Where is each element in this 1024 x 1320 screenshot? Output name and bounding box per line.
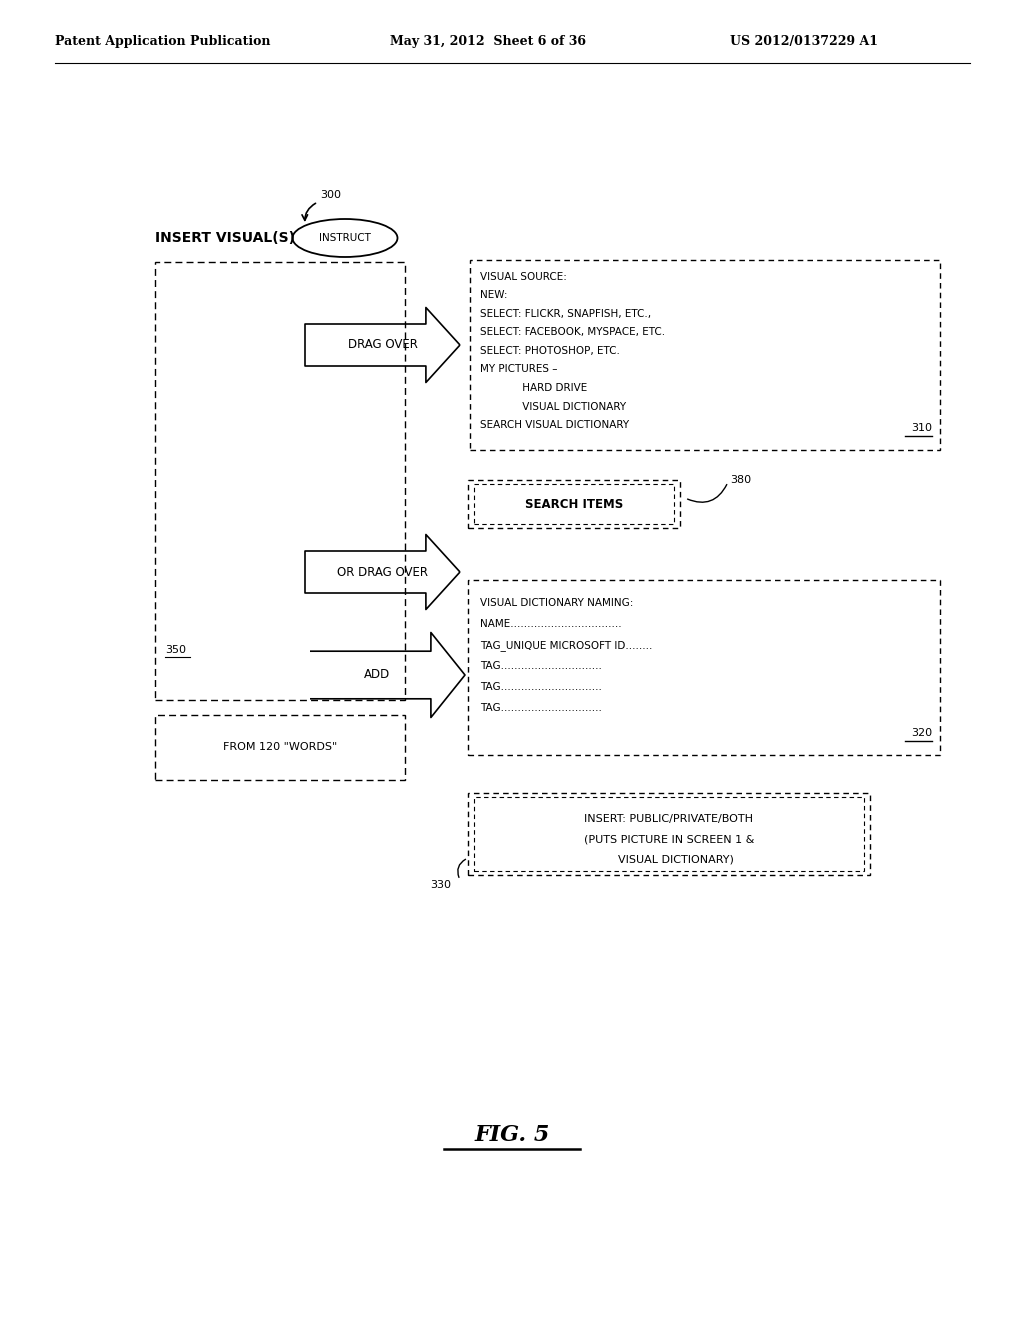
Text: 380: 380 bbox=[730, 475, 752, 484]
Text: SELECT: FLICKR, SNAPFISH, ETC.,: SELECT: FLICKR, SNAPFISH, ETC., bbox=[480, 309, 651, 319]
Text: SELECT: PHOTOSHOP, ETC.: SELECT: PHOTOSHOP, ETC. bbox=[480, 346, 620, 356]
Text: VISUAL DICTIONARY): VISUAL DICTIONARY) bbox=[604, 854, 734, 865]
Text: SEARCH VISUAL DICTIONARY: SEARCH VISUAL DICTIONARY bbox=[480, 420, 629, 430]
Text: (PUTS PICTURE IN SCREEN 1 &: (PUTS PICTURE IN SCREEN 1 & bbox=[584, 834, 755, 843]
Text: 300: 300 bbox=[319, 190, 341, 201]
Text: VISUAL DICTIONARY NAMING:: VISUAL DICTIONARY NAMING: bbox=[480, 598, 634, 609]
Text: MY PICTURES –: MY PICTURES – bbox=[480, 364, 557, 375]
Text: TAG..............................: TAG.............................. bbox=[480, 682, 602, 692]
Text: TAG..............................: TAG.............................. bbox=[480, 704, 602, 713]
Text: May 31, 2012  Sheet 6 of 36: May 31, 2012 Sheet 6 of 36 bbox=[390, 36, 586, 49]
Text: VISUAL SOURCE:: VISUAL SOURCE: bbox=[480, 272, 567, 282]
Text: ADD: ADD bbox=[365, 668, 390, 681]
Text: OR DRAG OVER: OR DRAG OVER bbox=[337, 565, 428, 578]
Text: Patent Application Publication: Patent Application Publication bbox=[55, 36, 270, 49]
Text: SELECT: FACEBOOK, MYSPACE, ETC.: SELECT: FACEBOOK, MYSPACE, ETC. bbox=[480, 327, 666, 338]
Text: TAG_UNIQUE MICROSOFT ID........: TAG_UNIQUE MICROSOFT ID........ bbox=[480, 640, 652, 651]
Text: NEW:: NEW: bbox=[480, 290, 508, 301]
Text: TAG..............................: TAG.............................. bbox=[480, 661, 602, 671]
Text: 350: 350 bbox=[165, 645, 186, 655]
Text: FIG. 5: FIG. 5 bbox=[474, 1125, 550, 1146]
Text: INSERT: PUBLIC/PRIVATE/BOTH: INSERT: PUBLIC/PRIVATE/BOTH bbox=[585, 814, 754, 824]
Text: INSERT VISUAL(S): INSERT VISUAL(S) bbox=[155, 231, 295, 246]
Text: HARD DRIVE: HARD DRIVE bbox=[480, 383, 587, 393]
Text: FROM 120 "WORDS": FROM 120 "WORDS" bbox=[223, 742, 337, 752]
Text: INSTRUCT: INSTRUCT bbox=[319, 234, 371, 243]
Text: 320: 320 bbox=[911, 729, 932, 738]
Text: DRAG OVER: DRAG OVER bbox=[347, 338, 418, 351]
Text: 330: 330 bbox=[430, 880, 451, 890]
Text: 310: 310 bbox=[911, 422, 932, 433]
Text: VISUAL DICTIONARY: VISUAL DICTIONARY bbox=[480, 401, 626, 412]
Text: SEARCH ITEMS: SEARCH ITEMS bbox=[525, 498, 624, 511]
Text: NAME.................................: NAME................................. bbox=[480, 619, 622, 630]
Text: US 2012/0137229 A1: US 2012/0137229 A1 bbox=[730, 36, 878, 49]
